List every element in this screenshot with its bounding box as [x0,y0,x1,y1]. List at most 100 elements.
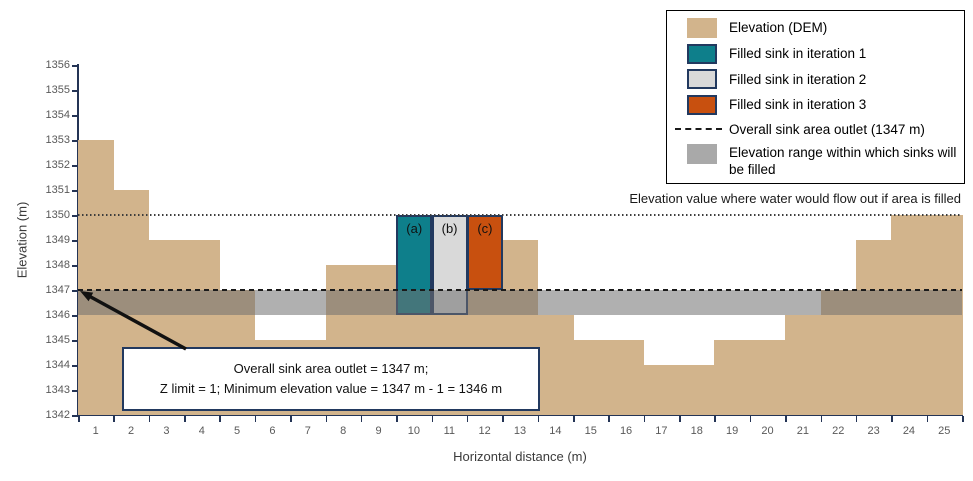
dem-bar [608,340,645,415]
y-tick-mark [72,215,78,217]
legend-item-iteration1: Filled sink in iteration 1 [675,43,958,64]
y-tick-mark [72,190,78,192]
dem-bar [714,340,751,415]
legend-label: Elevation (DEM) [729,20,828,36]
x-tick-mark [891,416,893,422]
y-tick-mark [72,390,78,392]
iteration2-swatch-icon [687,69,717,90]
x-tick-mark [573,416,575,422]
x-tick-label: 17 [655,425,668,437]
y-tick-mark [72,240,78,242]
x-tick-label: 8 [340,425,347,437]
y-tick-label: 1345 [45,334,70,346]
y-tick-mark [72,165,78,167]
x-tick-label: 16 [619,425,633,437]
legend-item-iteration3: Filled sink in iteration 3 [675,95,958,116]
outlet-annotation-line1: Overall sink area outlet = 1347 m; [233,360,429,376]
y-tick-mark [72,415,78,417]
flow-out-dotted-line [78,214,962,216]
filled-sink-bar-c: (c) [466,215,503,290]
y-tick-mark [72,340,78,342]
x-tick-label: 22 [832,425,845,437]
legend-label: Elevation range within which sinks will … [729,144,957,178]
x-tick-label: 25 [938,425,951,437]
x-tick-mark [679,416,681,422]
legend-box: Elevation (DEM) Filled sink in iteration… [666,10,965,184]
y-tick-label: 1342 [45,409,70,421]
x-tick-mark [643,416,646,422]
fill-band [78,290,962,315]
y-tick-label: 1355 [45,84,70,96]
legend-label: Filled sink in iteration 1 [729,45,867,61]
y-tick-mark [72,290,78,292]
y-tick-label: 1346 [45,309,70,321]
dem-bar [643,365,680,415]
x-axis-line [77,414,963,416]
dem-bar [891,215,928,415]
x-tick-label: 15 [584,425,597,437]
dem-bar [679,365,716,415]
y-tick-label: 1356 [45,59,70,71]
y-tick-mark [72,115,78,117]
x-tick-label: 4 [198,425,205,437]
flow-out-line-label: Elevation value where water would flow o… [629,191,961,206]
x-tick-mark [466,416,469,422]
x-tick-label: 1 [92,425,99,437]
x-tick-mark [855,416,858,422]
outlet-annotation-line2: Z limit = 1; Minimum elevation value = 1… [159,381,503,396]
x-tick-mark [360,416,363,422]
x-tick-mark [749,416,752,422]
y-tick-mark [72,365,78,367]
x-tick-mark [113,416,115,422]
dem-bar [926,215,963,415]
x-tick-label: 6 [269,425,276,437]
x-tick-mark [820,416,823,422]
dem-swatch-icon [687,18,717,38]
iteration3-swatch-icon [687,95,717,116]
x-tick-mark [254,416,257,422]
x-tick-mark [537,416,540,422]
x-tick-label: 10 [407,425,421,437]
x-tick-mark [926,416,929,422]
dashed-line-swatch-icon [675,128,722,131]
x-tick-mark [962,416,964,422]
x-tick-mark [396,416,398,422]
dem-bar [749,340,786,415]
x-tick-label: 20 [761,425,774,437]
x-axis-title: Horizontal distance (m) [453,449,587,464]
y-tick-label: 1344 [45,359,70,371]
x-tick-label: 23 [867,425,880,437]
y-tick-label: 1349 [45,234,70,246]
y-tick-label: 1350 [45,209,70,221]
x-tick-mark [148,416,151,422]
y-tick-mark [72,315,78,317]
band-swatch-icon [687,143,717,164]
legend-label: Overall sink area outlet (1347 m) [729,121,925,137]
x-tick-mark [290,416,292,422]
dem-bar [537,315,574,415]
x-tick-label: 13 [513,425,527,437]
x-tick-label: 19 [726,425,739,437]
y-tick-mark [72,65,78,67]
x-tick-label: 9 [375,425,382,437]
x-tick-label: 14 [549,425,562,437]
x-tick-label: 3 [163,425,170,437]
y-tick-label: 1352 [45,159,70,171]
outlet-annotation-box: Overall sink area outlet = 1347 m; Z lim… [122,347,540,411]
y-tick-label: 1348 [45,259,70,271]
x-tick-label: 7 [304,425,311,437]
legend-item-iteration2: Filled sink in iteration 2 [675,69,958,90]
legend-item-fill-band: Elevation range within which sinks will … [675,143,958,179]
y-tick-label: 1353 [45,134,70,146]
dem-bar [573,340,609,415]
legend-label: Filled sink in iteration 2 [729,71,867,87]
y-tick-mark [72,265,78,267]
x-tick-label: 2 [127,425,135,437]
legend-label: Filled sink in iteration 3 [729,97,867,113]
outlet-dashed-line [78,289,962,291]
dem-bar [855,240,892,415]
x-tick-mark [219,416,221,422]
x-tick-mark [325,416,328,422]
x-tick-mark [608,416,610,422]
